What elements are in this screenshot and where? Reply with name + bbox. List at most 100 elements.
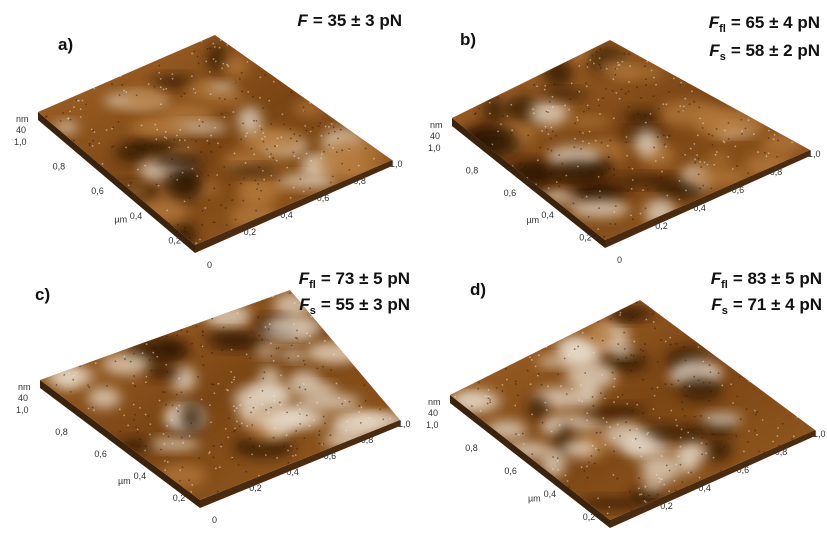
surface-grain xyxy=(634,360,637,363)
surface-grain xyxy=(577,345,580,348)
surface-grain xyxy=(664,340,667,343)
surface-grain xyxy=(232,405,235,408)
surface-grain xyxy=(338,397,340,400)
surface-grain xyxy=(736,165,739,167)
y-tick-label: 0,4 xyxy=(541,210,554,220)
surface-grain xyxy=(269,323,271,325)
surface-grain xyxy=(135,94,138,97)
x-tick-label: 0,4 xyxy=(286,467,299,477)
surface-grain xyxy=(668,134,671,137)
surface-grain xyxy=(125,91,128,93)
surface-grain xyxy=(723,445,726,448)
surface-grain xyxy=(628,81,630,83)
surface-grain xyxy=(152,351,155,354)
surface-grain xyxy=(606,512,609,515)
surface-grain xyxy=(610,318,612,321)
surface-grain xyxy=(710,187,713,190)
surface-grain xyxy=(551,95,554,98)
force-symbol: F xyxy=(297,11,308,30)
surface-grain xyxy=(637,112,640,115)
surface-grain xyxy=(135,426,138,429)
surface-grain xyxy=(335,382,338,385)
surface-grain xyxy=(303,110,306,113)
surface-grain xyxy=(87,384,89,387)
surface-grain xyxy=(646,433,649,436)
surface-grain xyxy=(258,445,261,447)
surface-grain xyxy=(69,118,72,121)
surface-grain xyxy=(179,128,182,131)
surface-grain xyxy=(606,144,609,147)
surface-feature xyxy=(102,353,151,375)
surface-feature xyxy=(151,75,198,89)
surface-grain xyxy=(557,373,559,376)
surface-grain xyxy=(162,433,165,435)
surface-grain xyxy=(75,371,78,374)
surface-grain xyxy=(693,375,696,378)
surface-grain xyxy=(656,136,659,138)
surface-feature xyxy=(540,448,567,478)
surface-feature xyxy=(249,382,289,403)
surface-grain xyxy=(654,327,656,330)
surface-grain xyxy=(145,343,148,345)
surface-feature xyxy=(206,43,228,73)
surface-grain xyxy=(663,143,666,146)
surface-grain xyxy=(118,94,121,96)
surface-grain xyxy=(206,48,209,50)
surface-grain xyxy=(233,430,235,433)
surface-feature xyxy=(584,405,646,419)
surface-grain xyxy=(224,428,227,430)
surface-grain xyxy=(168,146,171,149)
surface-grain xyxy=(621,60,624,63)
surface-grain xyxy=(568,486,571,488)
surface-grain xyxy=(201,120,204,123)
surface-grain xyxy=(555,134,558,137)
surface-grain xyxy=(470,405,473,408)
x-tick-label: 1,0 xyxy=(813,429,826,439)
surface-grain xyxy=(144,449,147,452)
surface-grain xyxy=(258,474,260,477)
surface-grain xyxy=(702,381,705,384)
surface-grain xyxy=(501,383,504,386)
surface-grain xyxy=(640,455,643,458)
surface-grain xyxy=(643,355,646,358)
surface-grain xyxy=(564,104,566,107)
y-tick-label: 0,6 xyxy=(94,449,107,459)
surface-grain xyxy=(164,469,167,472)
surface-grain xyxy=(495,136,498,139)
surface-grain xyxy=(597,98,600,101)
surface-grain xyxy=(547,111,550,114)
surface-grain xyxy=(735,435,738,438)
surface-grain xyxy=(563,357,566,360)
surface-grain xyxy=(87,407,90,410)
surface-grain xyxy=(776,155,779,158)
surface-grain xyxy=(88,386,91,389)
surface-grain xyxy=(578,65,581,67)
surface-grain xyxy=(106,385,108,387)
surface-feature xyxy=(206,91,245,105)
surface-grain xyxy=(497,96,499,99)
surface-feature xyxy=(539,89,588,100)
surface-grain xyxy=(309,130,312,133)
surface-grain xyxy=(599,67,602,69)
surface-grain xyxy=(233,152,236,155)
surface-side xyxy=(38,112,195,253)
surface-grain xyxy=(94,362,97,365)
surface-grain xyxy=(675,463,677,466)
surface-feature xyxy=(153,151,206,168)
surface-grain xyxy=(309,335,311,337)
surface-grain xyxy=(302,382,305,385)
surface-grain xyxy=(162,88,165,91)
surface-grain xyxy=(293,133,296,136)
surface-grain xyxy=(234,427,236,430)
surface-grain xyxy=(299,178,302,180)
surface-grain xyxy=(644,184,647,187)
surface-grain xyxy=(748,430,750,432)
surface-grain xyxy=(181,171,184,174)
surface-grain xyxy=(220,349,223,352)
surface-grain xyxy=(545,110,548,113)
surface-grain xyxy=(642,412,644,415)
surface-grain xyxy=(629,429,631,432)
surface-grain xyxy=(677,379,680,382)
surface-grain xyxy=(201,224,203,226)
surface-grain xyxy=(124,358,126,360)
